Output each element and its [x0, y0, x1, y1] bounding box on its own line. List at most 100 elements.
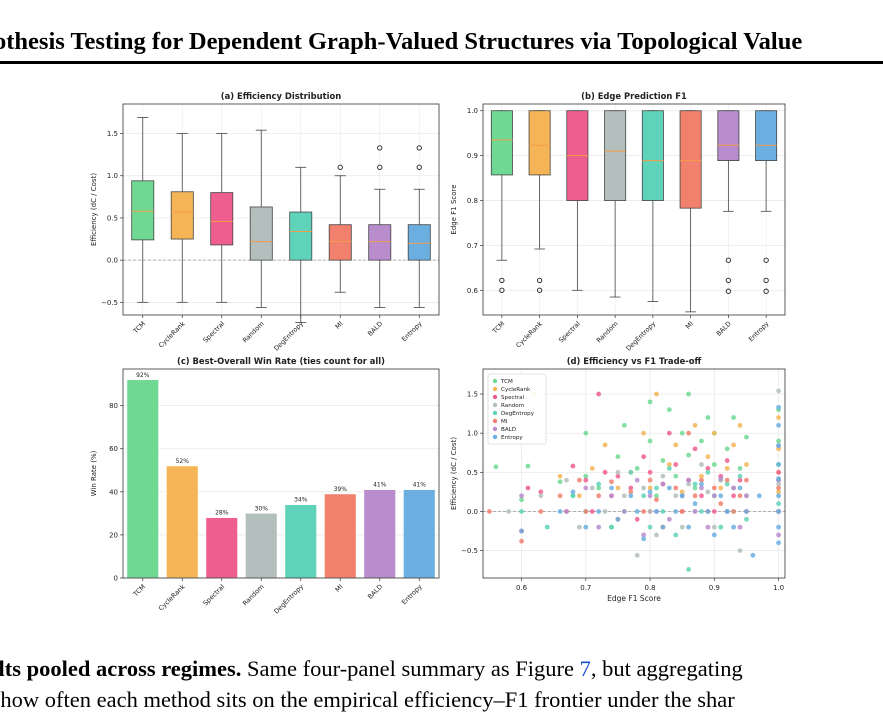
scatter-point-Spectral — [711, 509, 717, 514]
bar-Spectral — [205, 517, 238, 579]
scatter-point-CycleRank — [576, 493, 582, 499]
scatter-point-DegEntropy — [654, 485, 659, 491]
scatter-point-Spectral — [634, 516, 640, 522]
figure: (a) Efficiency Distribution −0.5 0.0 0.5 1.0… — [0, 80, 883, 624]
scatter-point-Entropy — [519, 528, 524, 534]
scatter-point-BALD — [621, 509, 627, 514]
scatter-point-MI — [576, 477, 582, 483]
scatter-point-BALD — [744, 493, 749, 499]
scatter-point-Random — [647, 509, 653, 514]
header-rule — [0, 61, 883, 64]
y-tick-label: 0.8 — [467, 197, 478, 205]
scatter-point-TCM — [679, 430, 685, 436]
scatter-point-Entropy — [750, 552, 756, 558]
scatter-point-Random — [679, 524, 685, 530]
scatter-point-CycleRank — [776, 415, 781, 420]
y-axis-label: Efficiency (dC / Cost) — [450, 437, 458, 510]
x-tick-label: CycleRank — [157, 583, 187, 613]
scatter-point-CycleRank — [731, 442, 736, 448]
scatter-point-Random — [660, 473, 666, 479]
scatter-point-BALD — [647, 493, 653, 499]
scatter-point-CycleRank — [589, 466, 595, 471]
legend-label: Random — [501, 403, 524, 409]
scatter-point-BALD — [583, 485, 589, 491]
scatter-point-Entropy — [686, 524, 692, 530]
x-tick-label: TCM — [131, 583, 147, 599]
x-tick-label: BALD — [366, 583, 384, 601]
scatter-point-Spectral — [692, 446, 698, 452]
scatter-point-TCM — [583, 430, 589, 436]
x-tick-label: Entropy — [400, 583, 424, 607]
scatter-point-TCM — [634, 466, 640, 471]
x-tick-label: 1.0 — [773, 584, 784, 592]
bar-value-label: 30% — [255, 505, 269, 512]
scatter-point-Entropy — [756, 493, 762, 499]
panel-1: (b) Edge Prediction F1 0.6 0.7 0.8 0.9 1.0 Edg… — [450, 91, 786, 353]
scatter-point-CycleRank — [654, 391, 659, 397]
chart-title: (c) Best-Overall Win Rate (ties count fo… — [177, 356, 385, 366]
y-tick-label: 1.5 — [107, 130, 118, 138]
outlier-point — [377, 164, 383, 170]
scatter-point-MI — [538, 509, 544, 514]
x-tick-label: CycleRank — [514, 320, 544, 350]
scatter-point-DegEntropy — [647, 524, 653, 530]
scatter-point-Random — [615, 469, 621, 475]
box-Spectral — [210, 192, 234, 246]
scatter-point-MI — [596, 493, 602, 499]
scatter-point-Random — [711, 524, 717, 530]
scatter-point-BALD — [699, 485, 704, 491]
bar-value-label: 41% — [373, 482, 387, 489]
bar-value-label: 39% — [334, 486, 348, 493]
scatter-point-Random — [589, 485, 595, 491]
outlier-point — [763, 288, 769, 294]
y-tick-label: 0.7 — [467, 242, 478, 250]
scatter-point-Entropy — [718, 493, 724, 499]
bar-CycleRank — [166, 465, 199, 579]
scatter-point-Random — [641, 485, 647, 491]
outlier-point — [416, 164, 422, 170]
outlier-point — [725, 277, 732, 284]
scatter-point-DegEntropy — [609, 524, 614, 530]
scatter-point-MI — [731, 509, 736, 514]
scatter-point-Entropy — [583, 524, 589, 530]
scatter-point-BALD — [564, 509, 569, 514]
scatter-point-DegEntropy — [776, 501, 781, 507]
scatter-point-CycleRank — [699, 473, 704, 479]
x-tick-label: Entropy — [747, 320, 771, 344]
scatter-point-MI — [654, 497, 659, 503]
outlier-point — [763, 257, 769, 263]
scatter-point-TCM — [615, 454, 621, 460]
scatter-point-TCM — [557, 479, 563, 485]
scatter-point-Entropy — [776, 540, 781, 546]
chart-title: (a) Efficiency Distribution — [221, 91, 341, 101]
scatter-point-Entropy — [776, 509, 781, 514]
scatter-point-BALD — [609, 493, 614, 499]
scatter-point-CycleRank — [673, 442, 679, 448]
scatter-point-Entropy — [731, 524, 736, 530]
scatter-point-CycleRank — [666, 462, 672, 467]
scatter-point-Spectral — [589, 509, 595, 514]
bar-BALD — [363, 489, 396, 579]
scatter-point-DegEntropy — [544, 524, 550, 530]
figure-ref-link[interactable]: 7 — [579, 656, 591, 681]
caption-line-2: s how often each method sits on the empi… — [0, 687, 735, 712]
scatter-point-DegEntropy — [666, 466, 672, 471]
panel-2: (c) Best-Overall Win Rate (ties count fo… — [90, 356, 440, 616]
box-BALD — [368, 224, 392, 261]
y-tick-label: 1.0 — [107, 172, 118, 180]
scatter-point-Entropy — [609, 485, 614, 491]
scatter-point-Entropy — [705, 509, 711, 514]
bar-value-label: 92% — [136, 372, 150, 379]
legend-marker — [492, 394, 498, 400]
x-tick-label: DegEntropy — [272, 583, 305, 616]
bar-Random — [245, 513, 278, 579]
bar-value-label: 41% — [413, 482, 427, 489]
bar-TCM — [126, 379, 159, 579]
y-tick-label: 1.5 — [467, 391, 478, 399]
box-Random — [604, 110, 627, 201]
scatter-point-BALD — [718, 476, 724, 481]
scatter-point-Random — [699, 462, 704, 467]
y-axis-label: Efficiency (dC / Cost) — [90, 173, 98, 246]
x-tick-label: Spectral — [202, 583, 227, 608]
scatter-point-Entropy — [776, 404, 781, 410]
